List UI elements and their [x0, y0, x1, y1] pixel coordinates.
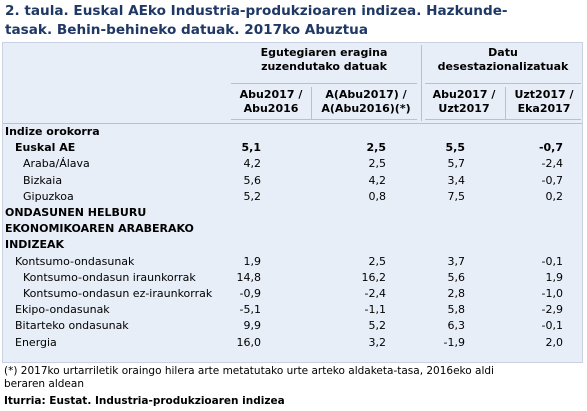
col4-header-line-1: Uzt2017 /: [514, 88, 574, 101]
row-label: Bitarteko ondasunak: [15, 319, 129, 333]
col2-header: A(Abu2017) / A(Abu2016)(*): [313, 88, 419, 116]
group1-header: Egutegiaren eragina zuzendutako datuak: [231, 46, 417, 74]
group-divider: [421, 45, 422, 121]
col3-header-line-1: Abu2017 /: [432, 88, 496, 101]
source-note: Iturria: Eustat. Industria-produkzioaren…: [4, 395, 285, 407]
row-value-col2: 2,5: [366, 141, 387, 155]
row-value-col2: 3,2: [368, 335, 387, 349]
row-value-col1: 14,8: [236, 270, 262, 284]
row-value-col2: 0,8: [368, 189, 387, 203]
row-value-col2: 2,5: [368, 157, 387, 171]
footnote-line-2: beraren aldean: [4, 378, 84, 390]
row-value-col1: 9,9: [243, 319, 262, 333]
group1-header-line-2: zuzendutako datuak: [261, 60, 387, 73]
data-table: Egutegiaren eragina zuzendutako datuak D…: [2, 42, 583, 363]
row-value-col3: 5,6: [447, 270, 466, 284]
row-value-col2: 4,2: [368, 173, 387, 187]
row-label: Kontsumo-ondasunak: [15, 254, 135, 268]
row-value-col4: 1,9: [545, 270, 564, 284]
col4-header-line-2: Eka2017: [517, 102, 571, 115]
col3-header-line-2: Uzt2017: [438, 102, 490, 115]
group2-header: Datu desestazionalizatuak: [425, 46, 581, 74]
col1-header-line-2: Abu2016: [243, 102, 299, 115]
col4-header: Uzt2017 / Eka2017: [507, 88, 581, 116]
row-label: Kontsumo-ondasun iraunkorrak: [23, 270, 196, 284]
row-value-col1: 5,6: [243, 173, 262, 187]
row-value-col2: -2,4: [364, 287, 386, 300]
row-value-col4: -0,1: [541, 254, 563, 268]
col1-header: Abu2017 / Abu2016: [233, 88, 309, 116]
group1-header-line-1: Egutegiaren eragina: [260, 46, 388, 59]
row-label: Kontsumo-ondasun ez-iraunkorrak: [23, 287, 213, 300]
col3-col4-divider: [505, 87, 506, 119]
row-label: Bizkaia: [23, 173, 63, 187]
col1-col2-divider: [311, 87, 312, 119]
row-value-col4: -0,7: [541, 173, 563, 187]
col12-underline: [231, 119, 417, 120]
row-value-col3: 3,7: [447, 254, 466, 268]
group1-underline: [231, 83, 417, 84]
col1-header-line-1: Abu2017 /: [239, 88, 303, 101]
group2-header-line-1: Datu: [488, 46, 518, 59]
row-value-col3: 5,7: [447, 157, 466, 171]
title-line-2: tasak. Behin-behineko datuak. 2017ko Abu…: [5, 22, 369, 38]
group2-underline: [425, 83, 581, 84]
row-value-col1: 5,2: [243, 189, 262, 203]
table-title: 2. taula. Euskal AEko Industria-produkzi…: [5, 2, 583, 40]
row-label: EKONOMIKOAREN ARABERAKO: [5, 222, 194, 236]
row-value-col2: 5,2: [368, 319, 387, 333]
row-value-col4: -0,1: [541, 319, 563, 333]
row-label: ONDASUNEN HELBURU: [5, 206, 147, 219]
row-label: Indize orokorra: [5, 125, 100, 138]
footnote-line-1: (*) 2017ko urtarriletik oraingo hilera a…: [4, 365, 494, 377]
row-value-col3: 7,5: [447, 189, 466, 203]
row-label: Gipuzkoa: [23, 189, 74, 203]
footnote: (*) 2017ko urtarriletik oraingo hilera a…: [4, 365, 584, 391]
title-line-1: 2. taula. Euskal AEko Industria-produkzi…: [5, 3, 508, 19]
row-value-col1: -5,1: [239, 303, 261, 317]
row-value-col4: -1,0: [541, 287, 563, 300]
row-label: Araba/Álava: [23, 157, 90, 171]
row-value-col4: 0,2: [545, 189, 564, 203]
row-value-col4: 2,0: [545, 335, 564, 349]
row-label: Euskal AE: [15, 141, 76, 155]
col34-underline: [425, 119, 581, 120]
row-value-col3: 2,8: [447, 287, 466, 300]
col3-header: Abu2017 / Uzt2017: [425, 88, 503, 116]
row-value-col1: 1,9: [243, 254, 262, 268]
col2-header-line-2: A(Abu2016)(*): [321, 102, 411, 115]
row-value-col2: -1,1: [364, 303, 386, 317]
col2-header-line-1: A(Abu2017) /: [325, 88, 407, 101]
row-value-col3: 6,3: [447, 319, 466, 333]
row-label: Energia: [15, 335, 57, 349]
row-value-col2: 2,5: [368, 254, 387, 268]
row-label: Ekipo-ondasunak: [15, 303, 110, 317]
row-value-col3: 3,4: [447, 173, 466, 187]
row-value-col4: -0,7: [538, 141, 563, 155]
row-value-col4: -2,9: [541, 303, 563, 317]
row-value-col3: 5,8: [447, 303, 466, 317]
row-value-col1: 4,2: [243, 157, 262, 171]
row-value-col4: -2,4: [541, 157, 563, 171]
row-label: INDIZEAK: [5, 238, 65, 252]
row-value-col1: 16,0: [236, 335, 262, 349]
row-value-col1: 5,1: [241, 141, 262, 155]
row-value-col2: 16,2: [361, 270, 387, 284]
header-bottom-rule: [3, 123, 582, 124]
row-value-col3: 5,5: [445, 141, 466, 155]
group2-header-line-2: desestazionalizatuak: [437, 60, 569, 73]
row-value-col1: -0,9: [239, 287, 261, 300]
row-value-col3: -1,9: [443, 335, 465, 349]
